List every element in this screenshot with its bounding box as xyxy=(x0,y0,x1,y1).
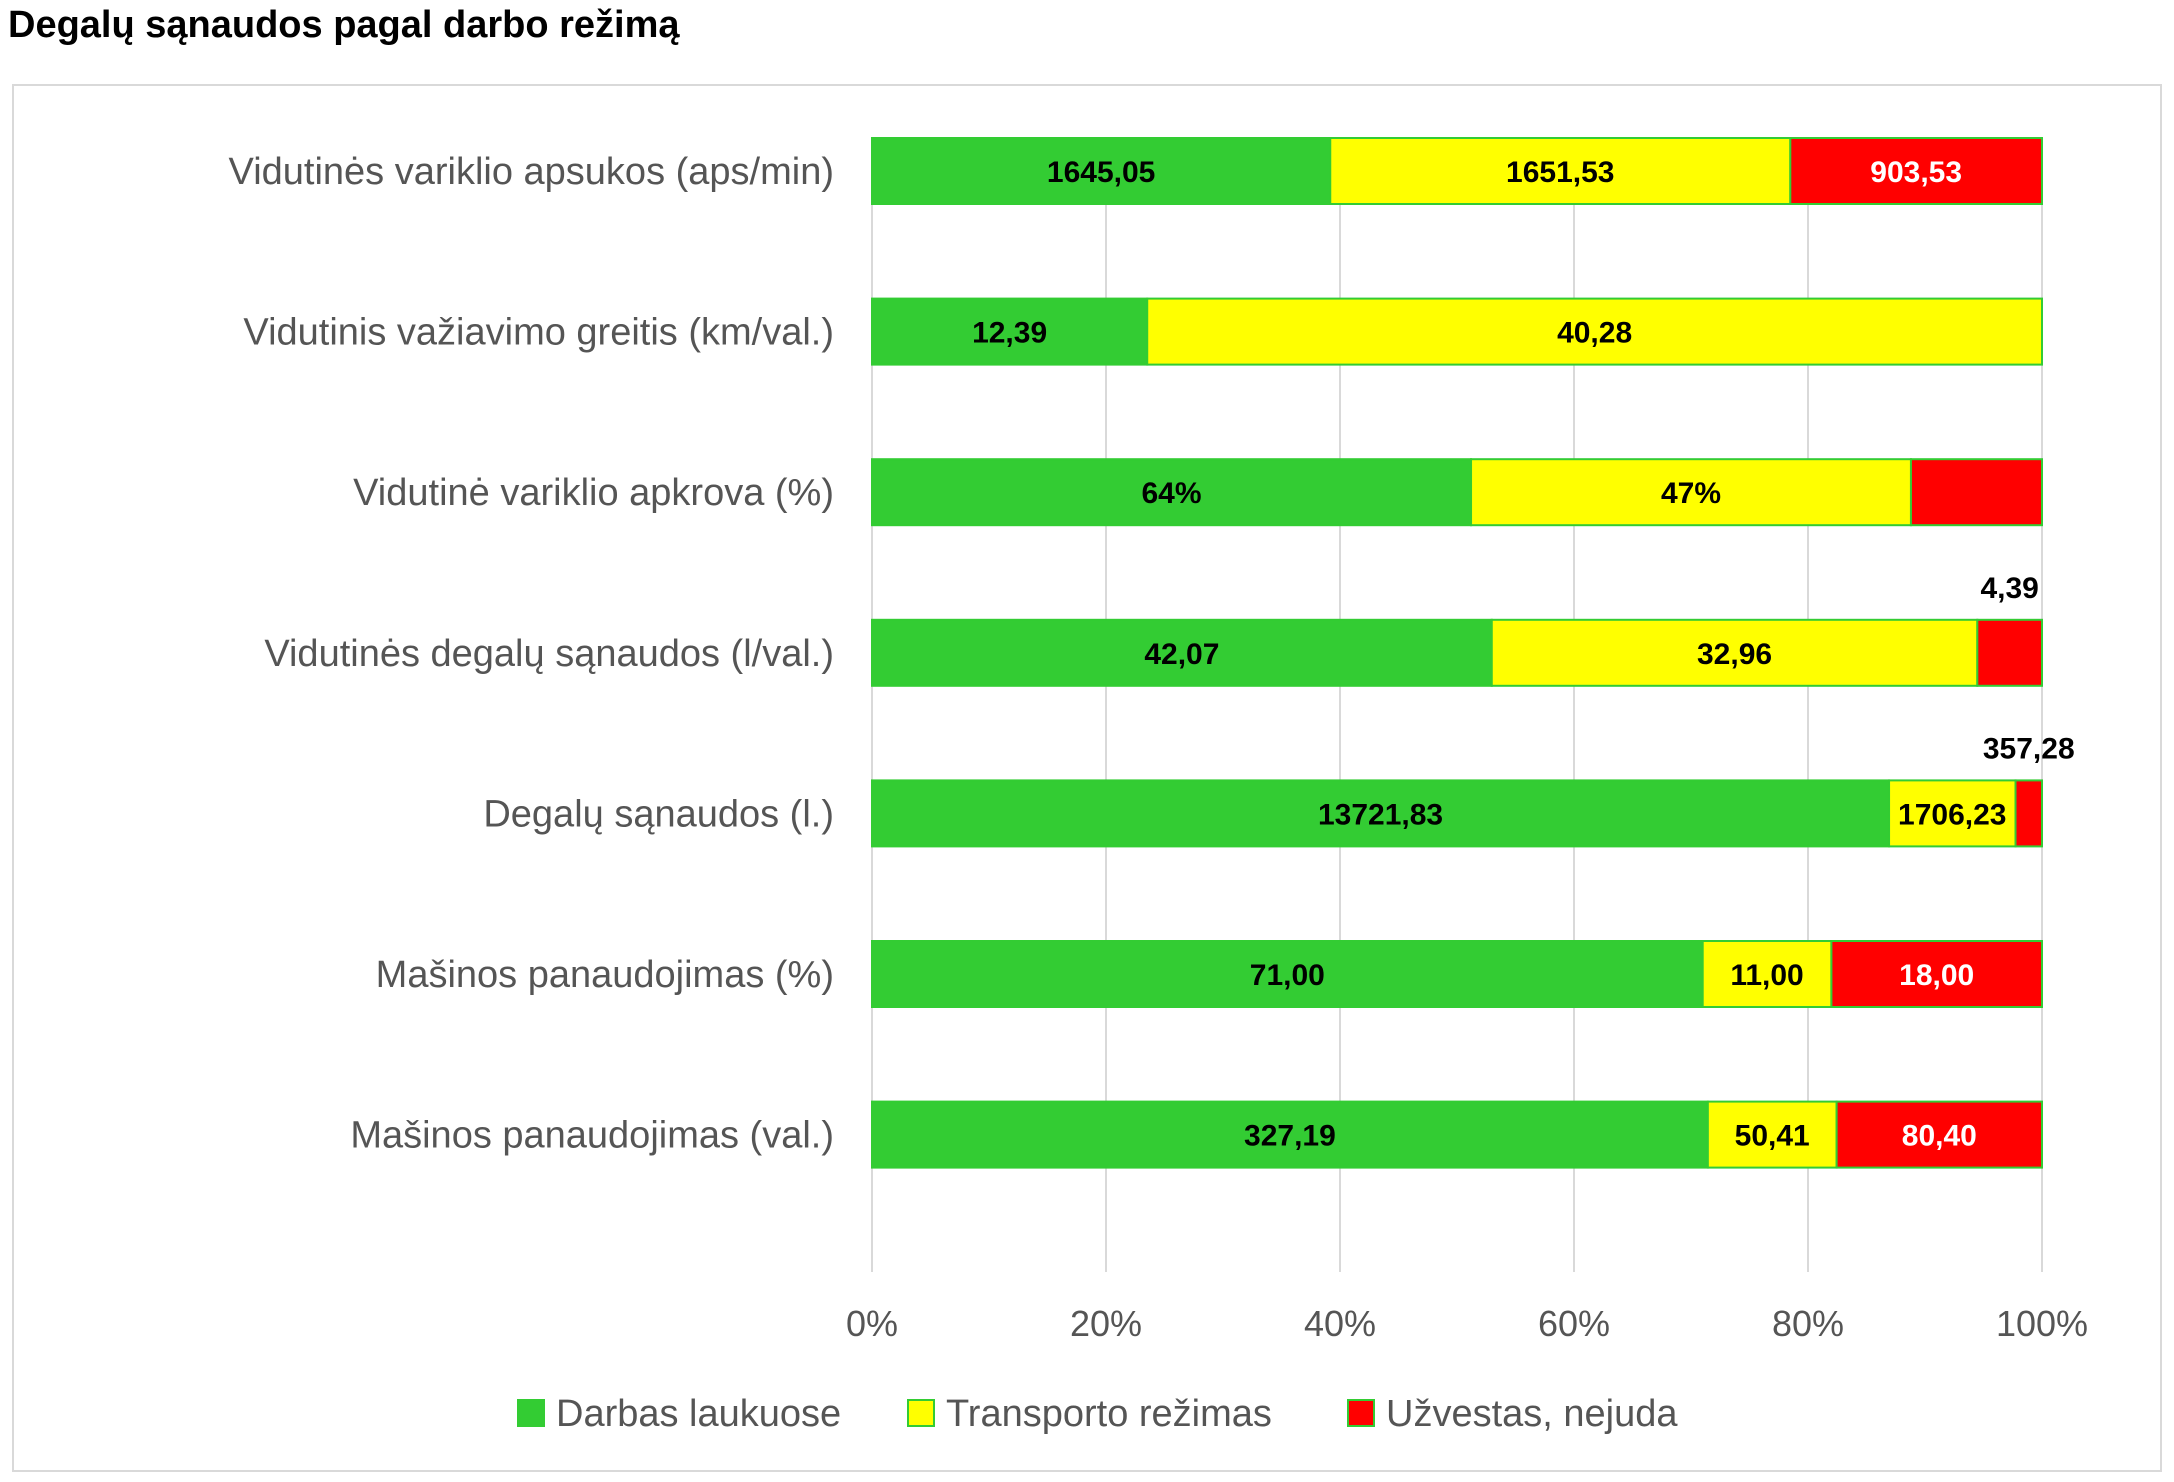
category-label: Mašinos panaudojimas (val.) xyxy=(350,1115,834,1157)
data-label: 327,19 xyxy=(1244,1120,1336,1153)
x-tick-label: 60% xyxy=(1538,1303,1610,1344)
stacked-bar-chart: 1645,05 1651,53 903,53 12,39 40,28 64% 47% 42,0… xyxy=(229,137,2088,1435)
data-label: 12,39 xyxy=(972,317,1047,350)
category-label: Vidutinė variklio apkrova (%) xyxy=(353,472,834,514)
x-tick-label: 0% xyxy=(846,1303,898,1344)
bar-transporto-rezimas xyxy=(1701,940,1833,1008)
data-label: 1706,23 xyxy=(1898,798,2006,831)
data-label: 903,53 xyxy=(1870,156,1962,189)
chart-area: 1645,05 1651,53 903,53 12,39 40,28 64% 47% 42,0… xyxy=(12,84,2162,1472)
category-label: Vidutinis važiavimo greitis (km/val.) xyxy=(243,312,834,354)
data-label: 40,28 xyxy=(1557,317,1632,350)
category-labels: Vidutinės variklio apsukos (aps/min) Vidu… xyxy=(229,151,834,1157)
data-label: 18,00 xyxy=(1899,959,1974,992)
data-label: 32,96 xyxy=(1697,638,1772,671)
legend-label: Transporto režimas xyxy=(946,1393,1272,1435)
legend-swatch-uzvestas-nejuda xyxy=(1347,1399,1375,1427)
bar-darbas-laukuose xyxy=(871,618,1493,687)
bar-darbas-laukuose xyxy=(871,779,1891,848)
bar-uzvestas-nejuda xyxy=(1835,1100,2043,1169)
x-axis-ticks: 0% 20% 40% 60% 80% 100% xyxy=(846,1303,2088,1344)
bar-darbas-laukuose xyxy=(871,940,1704,1008)
legend-swatch-darbas-laukuose xyxy=(517,1399,545,1427)
bars: 1645,05 1651,53 903,53 12,39 40,28 64% 47% 42,0… xyxy=(871,137,2075,1169)
bar-darbas-laukuose xyxy=(871,137,1332,205)
bar-transporto-rezimas xyxy=(1470,458,1912,527)
x-tick-label: 40% xyxy=(1304,1303,1376,1344)
data-label: 71,00 xyxy=(1250,959,1325,992)
legend-label: Darbas laukuose xyxy=(556,1393,841,1435)
data-label: 11,00 xyxy=(1730,959,1803,992)
legend-label: Užvestas, nejuda xyxy=(1386,1393,1678,1435)
data-label: 4,39 xyxy=(1980,572,2038,605)
bar-transporto-rezimas xyxy=(1146,297,2043,366)
data-label: 1651,53 xyxy=(1506,156,1614,189)
bar-darbas-laukuose xyxy=(871,297,1149,366)
x-tick-label: 20% xyxy=(1070,1303,1142,1344)
legend-swatch-transporto-rezimas xyxy=(907,1399,935,1427)
data-label: 42,07 xyxy=(1144,638,1219,671)
bar-uzvestas-nejuda xyxy=(1830,940,2044,1008)
legend: Darbas laukuose Transporto režimas Užvesta… xyxy=(517,1393,1678,1435)
data-label: 64% xyxy=(1141,477,1201,510)
data-label: 357,28 xyxy=(1983,732,2075,765)
x-tick-label: 80% xyxy=(1772,1303,1844,1344)
page-title: Degalų sąnaudos pagal darbo režimą xyxy=(8,4,680,46)
data-label: 47% xyxy=(1661,477,1721,510)
category-label: Mašinos panaudojimas (%) xyxy=(376,954,834,996)
category-label: Vidutinės degalų sąnaudos (l/val.) xyxy=(264,633,834,675)
bar-transporto-rezimas xyxy=(1888,779,2017,848)
x-tick-label: 100% xyxy=(1996,1303,2088,1344)
category-label: Degalų sąnaudos (l.) xyxy=(483,793,834,835)
bar-uzvestas-nejuda xyxy=(1789,137,2044,205)
bar-uzvestas-nejuda xyxy=(2014,779,2044,848)
bar-uzvestas-nejuda xyxy=(1909,458,2043,527)
data-label: 50,41 xyxy=(1735,1120,1810,1153)
category-label: Vidutinės variklio apsukos (aps/min) xyxy=(229,151,834,193)
data-label: 13721,83 xyxy=(1318,798,1443,831)
bar-uzvestas-nejuda xyxy=(1976,618,2044,687)
bar-transporto-rezimas xyxy=(1490,618,1979,687)
data-label: 1645,05 xyxy=(1047,156,1155,189)
data-label: 80,40 xyxy=(1902,1120,1977,1153)
bar-darbas-laukuose xyxy=(871,458,1473,527)
